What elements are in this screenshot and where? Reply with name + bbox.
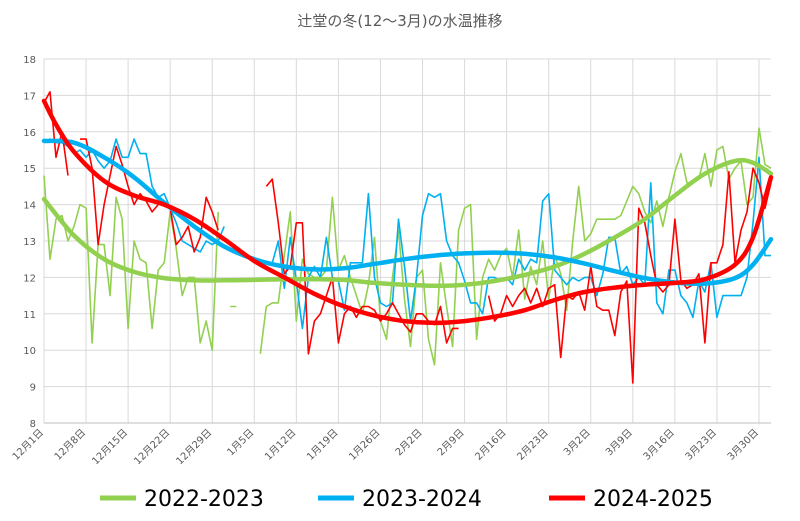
x-tick-label: 12月1日 [10,427,46,463]
grid [43,58,771,424]
series-group [41,91,774,384]
x-tick-label: 2月16日 [473,427,509,463]
x-tick-label: 1月12日 [262,427,298,463]
y-tick-label: 11 [23,310,36,321]
y-tick-label: 14 [23,201,36,212]
y-tick-label: 15 [23,164,36,175]
x-tick-label: 3月23日 [683,427,719,463]
legend-label-2022-2023: 2022-2023 [144,487,264,512]
y-tick-label: 8 [30,419,36,430]
x-tick-label: 3月30日 [725,427,761,463]
legend-label-2024-2025: 2024-2025 [593,487,713,512]
x-tick-label: 12月8日 [52,427,88,463]
legend: 2022-2023 2023-2024 2024-2025 [100,487,713,512]
y-tick-label: 10 [23,346,36,357]
series-2024-2025-trend-line [41,98,774,326]
y-tick-label: 16 [23,128,36,139]
x-tick-label: 1月19日 [304,427,340,463]
x-tick-label: 3月16日 [641,427,677,463]
y-tick-label: 12 [23,273,36,284]
x-tick-label: 1月5日 [225,427,257,459]
y-tick-label: 17 [23,91,36,102]
y-tick-label: 18 [23,55,36,66]
series-2022-2023-trend-line [41,157,774,289]
x-tick-label: 3月2日 [561,427,593,459]
y-tick-label: 9 [30,383,36,394]
x-tick-label: 2月2日 [393,427,425,459]
y-axis: 8 9 10 11 12 13 14 15 16 17 18 [23,55,36,430]
series-2024-2025-daily-line [43,91,772,384]
x-tick-label: 12月29日 [174,427,215,468]
x-tick-label: 12月22日 [132,427,173,468]
chart-title: 辻堂の冬(12～3月)の水温推移 [297,12,502,30]
legend-label-2023-2024: 2023-2024 [362,487,482,512]
x-tick-label: 2月23日 [515,427,551,463]
series-2023-2024-trend-line [41,138,774,287]
x-axis: 12月1日 12月8日 12月15日 12月22日 12月29日 1月5日 1月12日 1月1… [10,422,771,468]
x-tick-label: 1月26日 [346,427,382,463]
x-tick-label: 12月15日 [90,427,131,468]
y-tick-label: 13 [23,237,36,248]
series-2023-2024-daily-line [43,138,771,330]
x-tick-label: 2月9日 [435,427,467,459]
x-tick-label: 3月9日 [603,427,635,459]
